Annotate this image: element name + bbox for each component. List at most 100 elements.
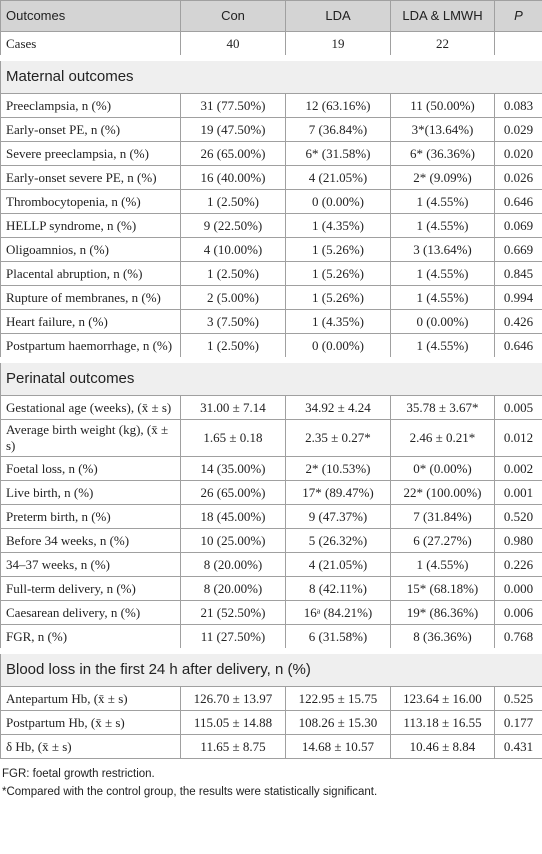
header-cell: LDA & LMWH	[390, 0, 495, 32]
cell: 4 (21.05%)	[285, 552, 391, 577]
cell: 1 (2.50%)	[180, 261, 286, 286]
row-label: Preeclampsia, n (%)	[0, 93, 181, 118]
cell: 8 (36.36%)	[390, 624, 495, 652]
row-label: Thrombocytopenia, n (%)	[0, 189, 181, 214]
cell: 9 (47.37%)	[285, 504, 391, 529]
row-label: Severe preeclampsia, n (%)	[0, 141, 181, 166]
outcomes-table: Outcomes Con LDA LDA & LMWH P Cases 40 19 2…	[0, 0, 542, 759]
cell: 0.980	[494, 528, 542, 553]
cell: 0* (0.00%)	[390, 456, 495, 481]
cell: 3 (7.50%)	[180, 309, 286, 334]
cell: 9 (22.50%)	[180, 213, 286, 238]
data-row: Before 34 weeks, n (%) 10 (25.00%) 5 (26.3…	[0, 528, 542, 553]
row-label: Caesarean delivery, n (%)	[0, 600, 181, 625]
data-row: Early-onset PE, n (%) 19 (47.50%) 7 (36.84…	[0, 117, 542, 142]
cell: 1 (4.55%)	[390, 189, 495, 214]
cell: 31 (77.50%)	[180, 93, 286, 118]
cell: 2.35 ± 0.27*	[285, 419, 391, 457]
cell: 3*(13.64%)	[390, 117, 495, 142]
cell: 10 (25.00%)	[180, 528, 286, 553]
cell: 22	[390, 31, 495, 59]
data-row: Foetal loss, n (%) 14 (35.00%) 2* (10.53%)…	[0, 456, 542, 481]
data-row: δ Hb, (x̄ ± s) 11.65 ± 8.75 14.68 ± 10.57 1…	[0, 734, 542, 759]
table-body: Cases 40 19 22 Maternal outcomes Preeclampsia…	[0, 31, 542, 759]
cell: 2* (10.53%)	[285, 456, 391, 481]
cell: 16ᵃ (84.21%)	[285, 600, 391, 625]
row-label: Live birth, n (%)	[0, 480, 181, 505]
cell: 1 (5.26%)	[285, 285, 391, 310]
cell: 7 (31.84%)	[390, 504, 495, 529]
cell: 6 (27.27%)	[390, 528, 495, 553]
cell: 6* (36.36%)	[390, 141, 495, 166]
cell: 19	[285, 31, 391, 59]
cell: 6 (31.58%)	[285, 624, 391, 652]
header-cell: Con	[180, 0, 286, 32]
row-label: Oligoamnios, n (%)	[0, 237, 181, 262]
section-title: Blood loss in the first 24 h after deliv…	[0, 648, 542, 687]
cell: 1 (4.55%)	[390, 285, 495, 310]
cell: 19 (47.50%)	[180, 117, 286, 142]
cell: 10.46 ± 8.84	[390, 734, 495, 759]
row-label: Early-onset PE, n (%)	[0, 117, 181, 142]
table-header: Outcomes Con LDA LDA & LMWH P	[0, 0, 542, 32]
row-label: Heart failure, n (%)	[0, 309, 181, 334]
row-label: Postpartum Hb, (x̄ ± s)	[0, 710, 181, 735]
data-row: Caesarean delivery, n (%) 21 (52.50%) 16ᵃ …	[0, 600, 542, 625]
cell: 22* (100.00%)	[390, 480, 495, 505]
header-cell: LDA	[285, 0, 391, 32]
cell: 11.65 ± 8.75	[180, 734, 286, 759]
cell: 26 (65.00%)	[180, 480, 286, 505]
cell: 8 (42.11%)	[285, 576, 391, 601]
cell: 0.669	[494, 237, 542, 262]
cell: 0.005	[494, 395, 542, 420]
cases-row: Cases 40 19 22	[0, 31, 542, 59]
cell: 0.845	[494, 261, 542, 286]
cell: 0.426	[494, 309, 542, 334]
data-row: Thrombocytopenia, n (%) 1 (2.50%) 0 (0.00%…	[0, 189, 542, 214]
cell: 108.26 ± 15.30	[285, 710, 391, 735]
cell: 0.520	[494, 504, 542, 529]
cell: 0.020	[494, 141, 542, 166]
cell: 2 (5.00%)	[180, 285, 286, 310]
cell: 0.646	[494, 333, 542, 361]
cell: 1 (2.50%)	[180, 333, 286, 361]
cell: 0 (0.00%)	[285, 189, 391, 214]
cell: 1.65 ± 0.18	[180, 419, 286, 457]
cell: 12 (63.16%)	[285, 93, 391, 118]
data-row: Postpartum Hb, (x̄ ± s) 115.05 ± 14.88 108…	[0, 710, 542, 735]
cell: 0.026	[494, 165, 542, 190]
cell: 19* (86.36%)	[390, 600, 495, 625]
cell: 123.64 ± 16.00	[390, 686, 495, 711]
cell: 0.226	[494, 552, 542, 577]
cell: 0.525	[494, 686, 542, 711]
cell: 4 (21.05%)	[285, 165, 391, 190]
cell: 0.001	[494, 480, 542, 505]
cell: 1 (4.35%)	[285, 309, 391, 334]
data-row: Heart failure, n (%) 3 (7.50%) 1 (4.35%) 0 …	[0, 309, 542, 334]
row-label: 34–37 weeks, n (%)	[0, 552, 181, 577]
row-label: Before 34 weeks, n (%)	[0, 528, 181, 553]
data-row: HELLP syndrome, n (%) 9 (22.50%) 1 (4.35%)…	[0, 213, 542, 238]
cell: 1 (4.35%)	[285, 213, 391, 238]
cell: 0.000	[494, 576, 542, 601]
cell: 3 (13.64%)	[390, 237, 495, 262]
cell: 0.029	[494, 117, 542, 142]
cell: 26 (65.00%)	[180, 141, 286, 166]
cell: 1 (4.55%)	[390, 213, 495, 238]
section-title: Maternal outcomes	[0, 55, 542, 94]
data-row: Preeclampsia, n (%) 31 (77.50%) 12 (63.16%…	[0, 93, 542, 118]
cell: 1 (4.55%)	[390, 333, 495, 361]
row-label: Rupture of membranes, n (%)	[0, 285, 181, 310]
cell: Cases	[0, 31, 181, 59]
data-row: Preterm birth, n (%) 18 (45.00%) 9 (47.37%…	[0, 504, 542, 529]
data-row: 34–37 weeks, n (%) 8 (20.00%) 4 (21.05%) 1 …	[0, 552, 542, 577]
data-row: FGR, n (%) 11 (27.50%) 6 (31.58%) 8 (36.36%…	[0, 624, 542, 652]
cell: 0.431	[494, 734, 542, 759]
cell: 35.78 ± 3.67*	[390, 395, 495, 420]
cell: 11 (50.00%)	[390, 93, 495, 118]
cell: 14 (35.00%)	[180, 456, 286, 481]
row-label: Average birth weight (kg), (x̄ ± s)	[0, 419, 181, 457]
cell: 0.002	[494, 456, 542, 481]
row-label: FGR, n (%)	[0, 624, 181, 652]
